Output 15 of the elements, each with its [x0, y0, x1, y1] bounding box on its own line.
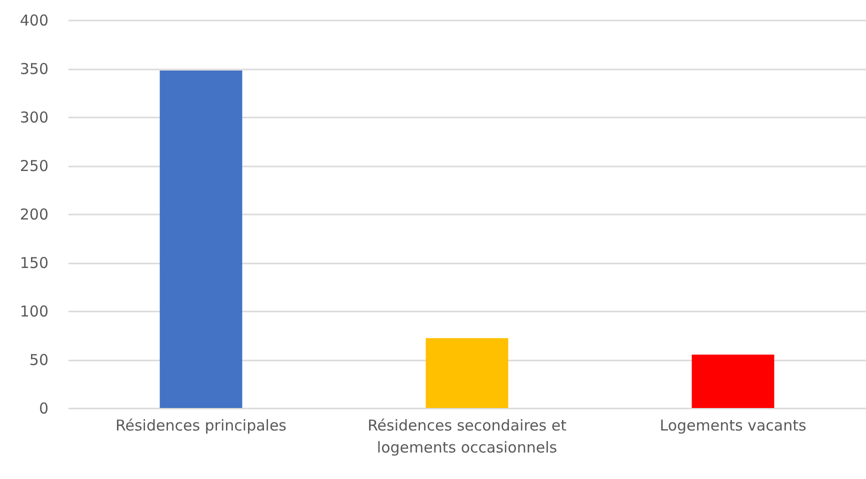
x-tick-label: Résidences principales	[116, 416, 287, 434]
y-tick-label: 50	[29, 351, 48, 369]
y-tick-label: 100	[20, 302, 48, 320]
x-tick-label: Logements vacants	[660, 416, 806, 434]
y-tick-label: 250	[20, 157, 48, 175]
y-tick-label: 350	[20, 60, 48, 78]
y-tick-label: 0	[38, 400, 48, 418]
y-tick-label: 300	[20, 108, 48, 126]
y-tick-label: 400	[20, 12, 48, 30]
y-tick-label: 200	[20, 206, 48, 224]
bar	[426, 338, 508, 408]
bar	[692, 354, 774, 408]
bar	[160, 70, 242, 408]
x-tick-label: Résidences secondaires et logements occasionnels	[368, 416, 567, 456]
y-tick-label: 150	[20, 254, 48, 272]
